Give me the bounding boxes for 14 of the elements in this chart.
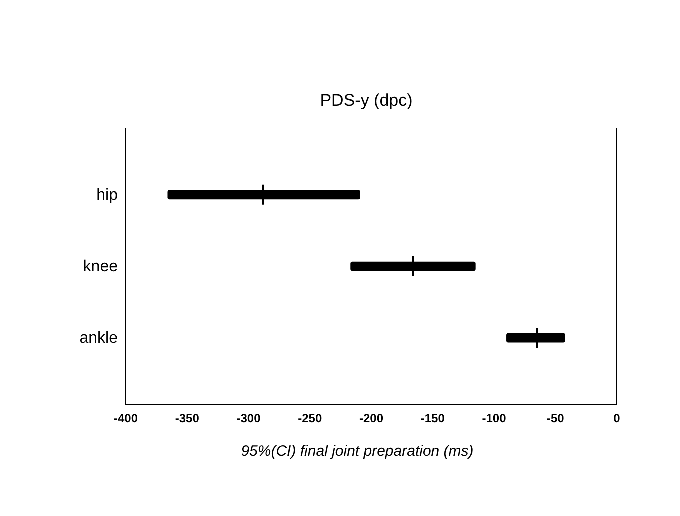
- y-tick-label: hip: [96, 187, 118, 204]
- x-tick-label: 0: [614, 412, 621, 426]
- x-tick-label: -350: [175, 412, 200, 426]
- x-axis-title: 95%(CI) final joint preparation (ms): [241, 443, 474, 460]
- x-tick-label: -400: [114, 412, 138, 426]
- x-tick-label: -50: [546, 412, 565, 426]
- y-tick-label: knee: [83, 258, 118, 276]
- x-tick-label: -200: [359, 412, 384, 426]
- x-tick-label: -250: [298, 412, 322, 426]
- x-tick-label: -300: [236, 412, 262, 426]
- chart-title: PDS-y (dpc): [320, 91, 413, 110]
- x-tick-label: -100: [482, 412, 507, 426]
- y-tick-label: ankle: [80, 330, 118, 348]
- x-tick-label: -150: [420, 412, 446, 426]
